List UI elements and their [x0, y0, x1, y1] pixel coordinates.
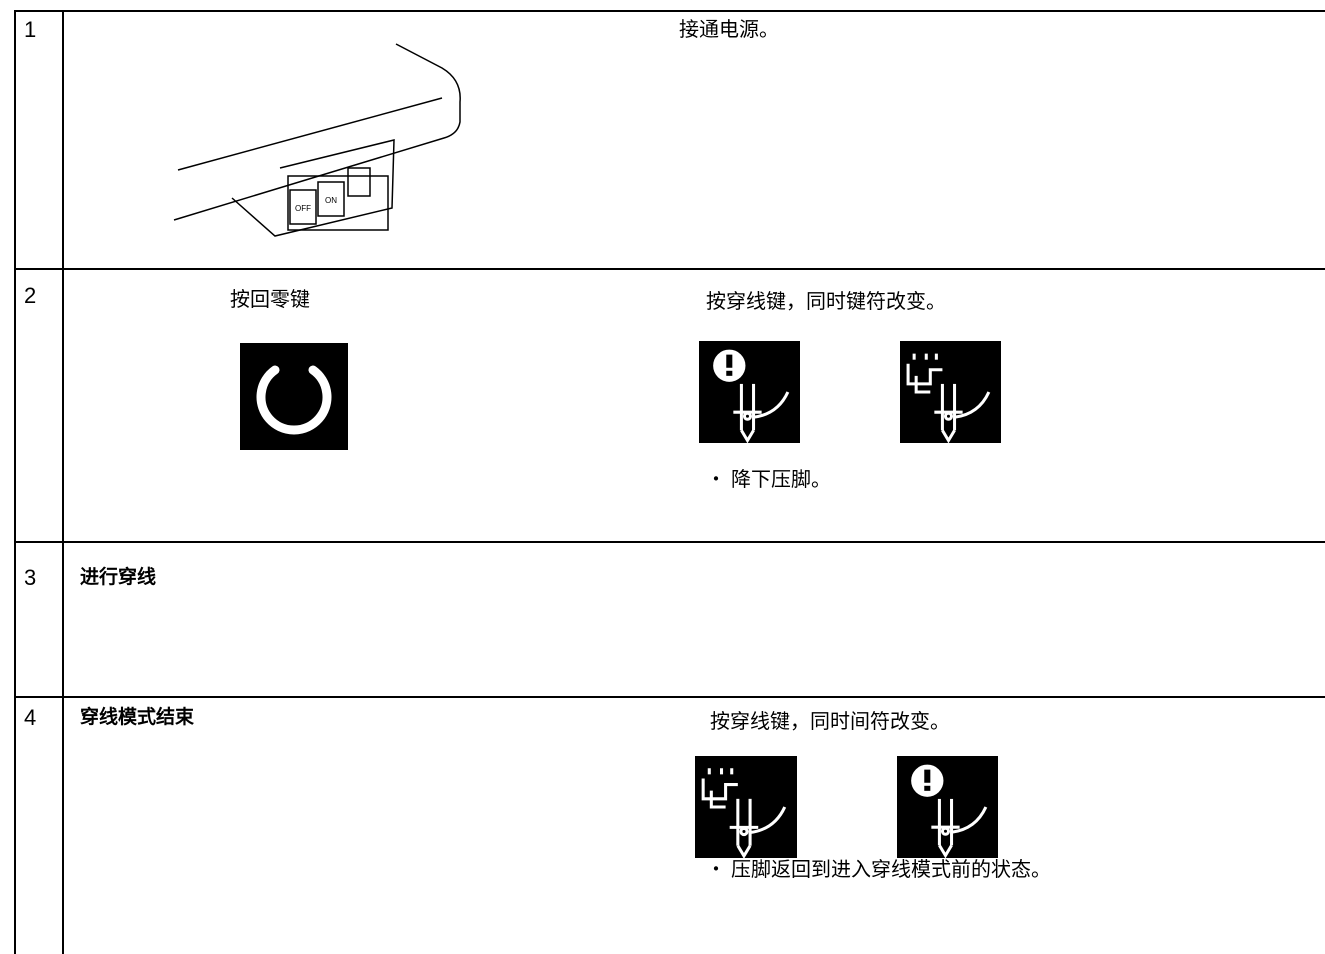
- step-number: 3: [24, 565, 37, 590]
- step-text: 接通电源。: [679, 19, 779, 41]
- step-text: 穿线模式结束: [80, 707, 195, 728]
- step-number: 1: [24, 17, 37, 42]
- step-note: ・ 压脚返回到进入穿线模式前的状态。: [706, 859, 1051, 881]
- step-text: 进行穿线: [80, 567, 157, 588]
- rule: [14, 10, 1325, 12]
- step-number: 4: [24, 705, 37, 730]
- home-key-icon: [240, 343, 348, 450]
- step-text: 按穿线键，同时键符改变。: [706, 291, 946, 313]
- threading-key-icon: [900, 341, 1001, 443]
- rule: [14, 10, 16, 954]
- switch-label: OFF: [295, 204, 311, 213]
- rule: [14, 696, 1325, 698]
- rule: [14, 268, 1325, 270]
- step-note: ・ 降下压脚。: [706, 469, 831, 491]
- rule: [14, 541, 1325, 543]
- power-switch-illustration: OFF ON: [173, 43, 461, 237]
- threading-key-icon: [699, 341, 800, 443]
- step-text: 按穿线键，同时间符改变。: [710, 711, 950, 733]
- rule: [62, 10, 64, 954]
- step-number: 2: [24, 283, 37, 308]
- switch-label: ON: [325, 196, 337, 205]
- step-text: 按回零键: [230, 289, 310, 311]
- threading-key-icon: [897, 756, 998, 858]
- threading-key-icon: [695, 756, 797, 858]
